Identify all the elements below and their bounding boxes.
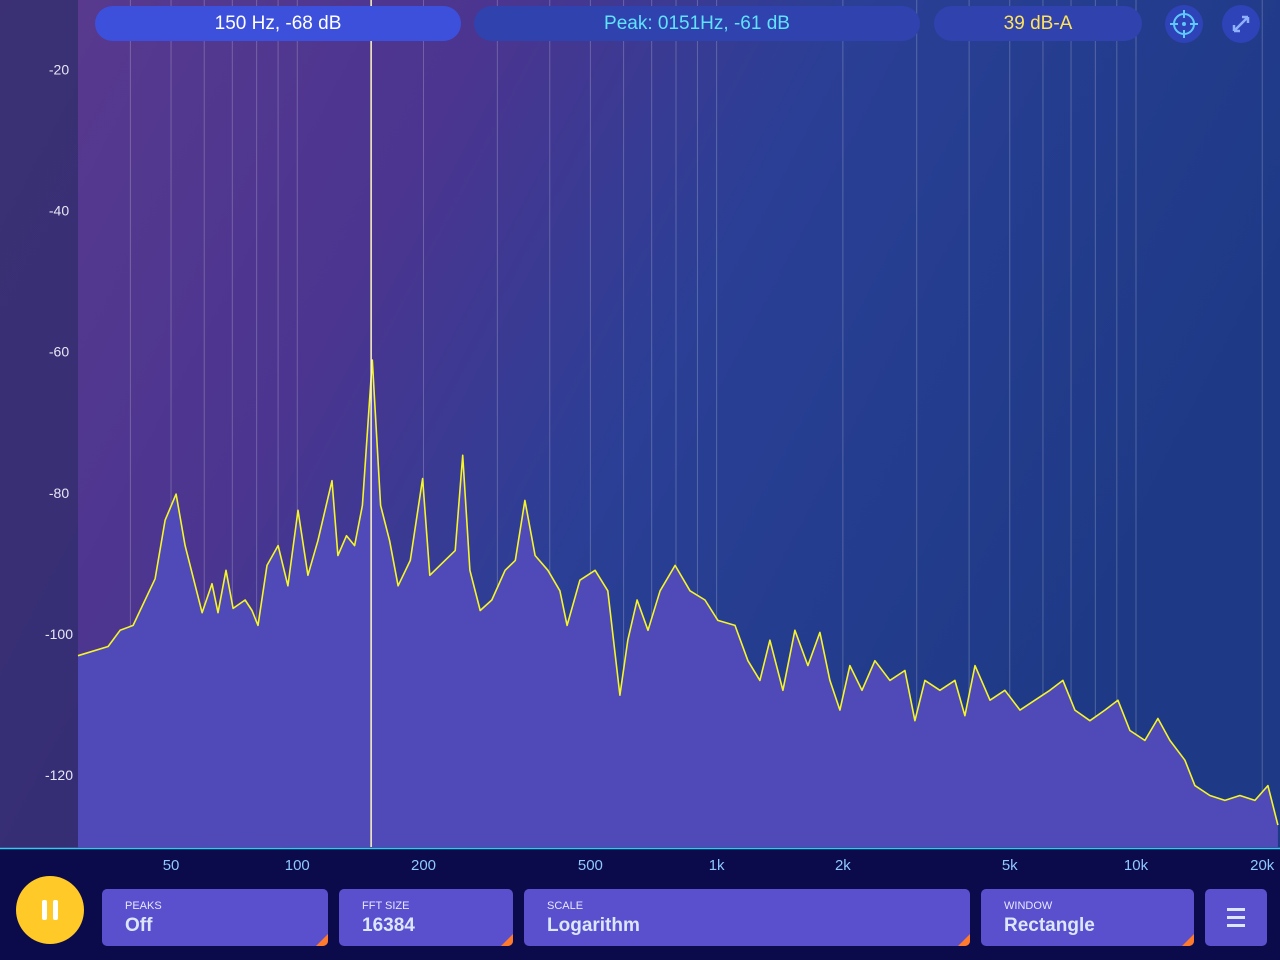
scale-control[interactable]: SCALE Logarithm xyxy=(524,889,970,946)
control-label: FFT SIZE xyxy=(362,900,410,912)
window-control[interactable]: WINDOW Rectangle xyxy=(981,889,1194,946)
x-tick-label: 10k xyxy=(1124,857,1149,874)
spectrum-area xyxy=(78,360,1278,847)
x-tick-label: 1k xyxy=(709,857,725,874)
x-tick-label: 500 xyxy=(578,857,603,874)
x-tick-label: 50 xyxy=(163,857,180,874)
y-axis-strip xyxy=(0,0,78,848)
level-readout[interactable]: 39 dB-A xyxy=(934,6,1142,41)
control-label: PEAKS xyxy=(125,900,162,912)
control-value: Logarithm xyxy=(547,915,640,936)
y-tick-label: -60 xyxy=(49,344,69,360)
control-label: WINDOW xyxy=(1004,900,1053,912)
peaks-control[interactable]: PEAKS Off xyxy=(102,889,328,946)
y-tick-label: -120 xyxy=(45,767,73,783)
expand-icon xyxy=(1232,15,1250,33)
target-button[interactable] xyxy=(1165,5,1203,43)
control-value: Rectangle xyxy=(1004,915,1095,936)
y-tick-label: -80 xyxy=(49,485,69,501)
control-value: Off xyxy=(125,915,153,936)
fft-size-control[interactable]: FFT SIZE 16384 xyxy=(339,889,513,946)
x-tick-label: 2k xyxy=(835,857,851,874)
y-tick-label: -40 xyxy=(49,202,69,218)
x-tick-label: 100 xyxy=(285,857,310,874)
y-tick-label: -20 xyxy=(49,61,69,77)
peak-readout[interactable]: Peak: 0151Hz, -61 dB xyxy=(474,6,920,41)
pause-button[interactable] xyxy=(16,876,84,944)
spectrum-line xyxy=(77,359,1279,826)
x-tick-label: 20k xyxy=(1250,857,1275,874)
control-label: SCALE xyxy=(547,900,584,912)
target-icon xyxy=(1170,10,1198,38)
expand-button[interactable] xyxy=(1222,5,1260,43)
x-tick-label: 200 xyxy=(411,857,436,874)
x-tick-label: 5k xyxy=(1002,857,1018,874)
control-value: 16384 xyxy=(362,915,415,936)
y-tick-label: -100 xyxy=(45,626,73,642)
cursor-readout[interactable]: 150 Hz, -68 dB xyxy=(95,6,461,41)
menu-button[interactable] xyxy=(1205,889,1267,946)
